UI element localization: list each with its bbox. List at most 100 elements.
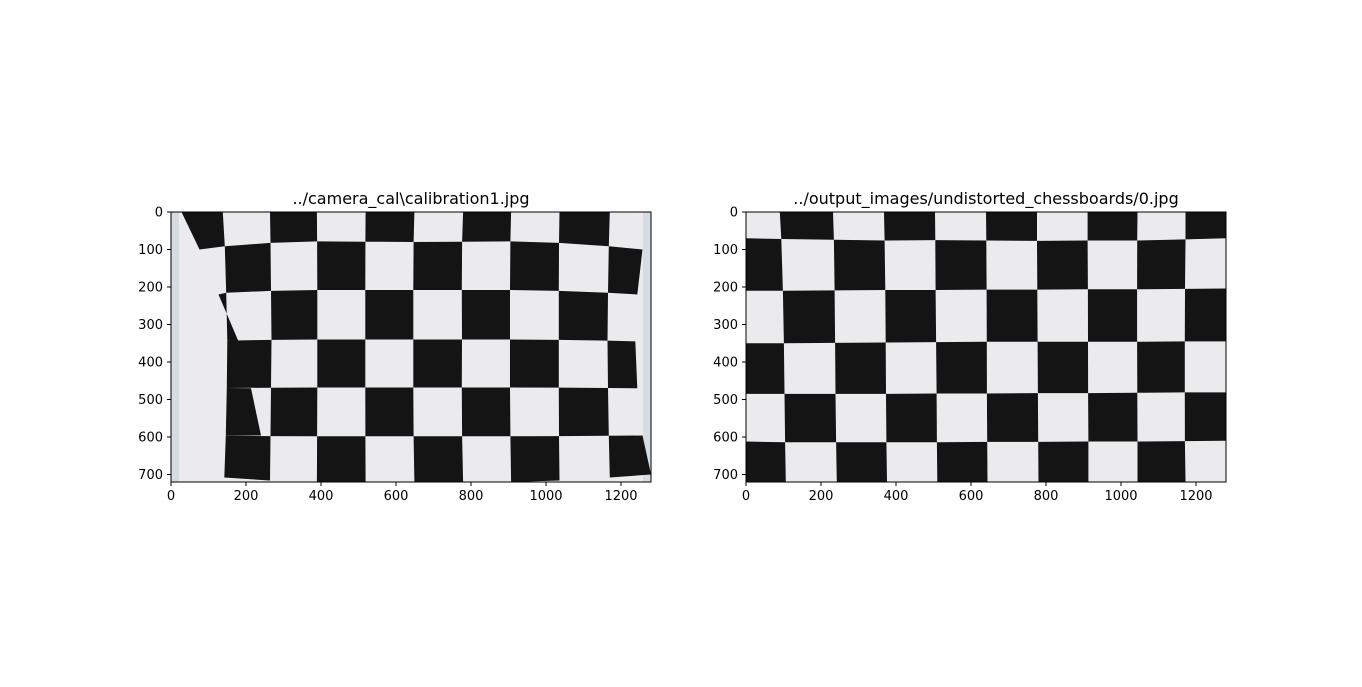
- chessboard-dark-square: [746, 343, 785, 394]
- chessboard-dark-square: [1037, 341, 1089, 394]
- chessboard-dark-square: [270, 212, 318, 243]
- chessboard-dark-square: [1038, 441, 1089, 482]
- chessboard-dark-square: [559, 212, 610, 247]
- edge-shade: [643, 212, 651, 482]
- left-panel-title: ../camera_cal\calibration1.jpg: [292, 189, 529, 209]
- y-tick-label: 500: [713, 393, 738, 408]
- left-panel: 0 200 400 600 800 1000 1200 0 100 200 300 400 500 60…: [138, 189, 652, 504]
- chessboard-dark-square: [365, 387, 414, 437]
- y-tick-label: 600: [713, 431, 738, 446]
- chessboard-dark-square: [836, 442, 887, 482]
- chessboard-dark-square: [558, 290, 608, 341]
- chessboard-dark-square: [936, 341, 987, 394]
- chessboard-dark-square: [510, 339, 559, 388]
- y-tick-label: 100: [713, 243, 738, 258]
- chessboard-dark-square: [746, 441, 786, 482]
- y-tick-label: 0: [730, 206, 738, 221]
- x-tick-label: 0: [742, 489, 750, 504]
- chessboard-dark-square: [1137, 441, 1186, 482]
- chessboard-dark-square: [1184, 392, 1226, 442]
- chessboard-dark-square: [1137, 341, 1185, 393]
- x-tick-label: 600: [959, 489, 984, 504]
- right-axes-frame: [745, 211, 1227, 483]
- chessboard-dark-square: [181, 212, 225, 250]
- chessboard-dark-square: [1087, 212, 1138, 241]
- left-x-axis: 0 200 400 600 800 1000 1200: [167, 482, 638, 504]
- x-tick-label: 1000: [1104, 489, 1137, 504]
- chessboard-dark-square: [225, 388, 261, 436]
- chessboard-dark-square: [271, 290, 318, 340]
- y-tick-label: 400: [713, 356, 738, 371]
- y-tick-label: 600: [138, 431, 163, 446]
- chessboard-dark-square: [1184, 288, 1226, 342]
- right-panel-title: ../output_images/undistorted_chessboards…: [793, 189, 1178, 209]
- chessboard-dark-square: [316, 436, 366, 482]
- edge-shade: [171, 212, 179, 482]
- chessboard-dark-square: [608, 246, 643, 295]
- chessboard-dark-square: [607, 340, 638, 389]
- right-x-axis: 0 200 400 600 800 1000 1200: [742, 482, 1213, 504]
- chessboard-dark-square: [365, 290, 414, 340]
- chessboard-dark-square: [510, 436, 560, 482]
- chessboard-dark-square: [986, 212, 1037, 241]
- chessboard-dark-square: [1087, 289, 1138, 342]
- chessboard-dark-square: [270, 387, 318, 437]
- chessboard-dark-square: [1088, 392, 1138, 442]
- chessboard-dark-square: [784, 393, 837, 443]
- chessboard-dark-square: [317, 339, 366, 388]
- chessboard-dark-square: [782, 290, 836, 344]
- chessboard-dark-square: [779, 212, 834, 240]
- right-y-axis: 0 100 200 300 400 500 600 700: [713, 206, 746, 483]
- y-tick-label: 100: [138, 243, 163, 258]
- y-tick-label: 700: [138, 468, 163, 483]
- x-tick-label: 1200: [1179, 489, 1212, 504]
- chessboard-dark-square: [510, 241, 559, 291]
- y-tick-label: 200: [713, 281, 738, 296]
- chessboard-dark-square: [884, 212, 936, 241]
- chessboard-dark-square: [885, 290, 937, 343]
- x-tick-label: 800: [1034, 489, 1059, 504]
- y-tick-label: 500: [138, 393, 163, 408]
- chessboard-dark-square: [746, 238, 783, 291]
- left-chessboard-image: [171, 212, 651, 482]
- chessboard-dark-square: [461, 290, 510, 340]
- x-tick-label: 800: [459, 489, 484, 504]
- y-tick-label: 400: [138, 356, 163, 371]
- chessboard-dark-square: [365, 212, 415, 242]
- chessboard-dark-square: [461, 387, 511, 437]
- chessboard-dark-square: [986, 393, 1039, 442]
- chessboard-dark-square: [835, 342, 886, 394]
- y-tick-label: 300: [713, 318, 738, 333]
- chessboard-dark-square: [413, 436, 464, 482]
- chessboard-dark-square: [224, 242, 271, 293]
- chessboard-dark-square: [317, 241, 366, 290]
- x-tick-label: 0: [167, 489, 175, 504]
- chessboard-dark-square: [558, 387, 609, 437]
- chessboard-dark-square: [224, 435, 271, 481]
- chessboard-dark-square: [608, 435, 651, 478]
- chessboard-dark-square: [1137, 239, 1186, 290]
- left-axes-frame: [170, 211, 652, 483]
- chessboard-dark-square: [413, 241, 463, 290]
- left-y-axis: 0 100 200 300 400 500 600 700: [138, 206, 171, 483]
- chessboard-dark-square: [886, 393, 937, 443]
- x-tick-label: 1000: [529, 489, 562, 504]
- y-tick-label: 0: [155, 206, 163, 221]
- chessboard-dark-square: [986, 289, 1038, 342]
- chessboard-dark-square: [935, 240, 987, 290]
- x-tick-label: 400: [309, 489, 334, 504]
- y-tick-label: 700: [713, 468, 738, 483]
- x-tick-label: 200: [234, 489, 259, 504]
- x-tick-label: 1200: [604, 489, 637, 504]
- chessboard-dark-square: [1037, 240, 1088, 290]
- right-chessboard-image: [746, 212, 1226, 482]
- x-tick-label: 200: [809, 489, 834, 504]
- chessboard-dark-square: [226, 339, 272, 388]
- x-tick-label: 600: [384, 489, 409, 504]
- y-tick-label: 200: [138, 281, 163, 296]
- chessboard-dark-square: [833, 239, 886, 291]
- chessboard-dark-square: [1185, 212, 1226, 240]
- chessboard-dark-square: [218, 292, 239, 342]
- chessboard-dark-square: [936, 441, 988, 482]
